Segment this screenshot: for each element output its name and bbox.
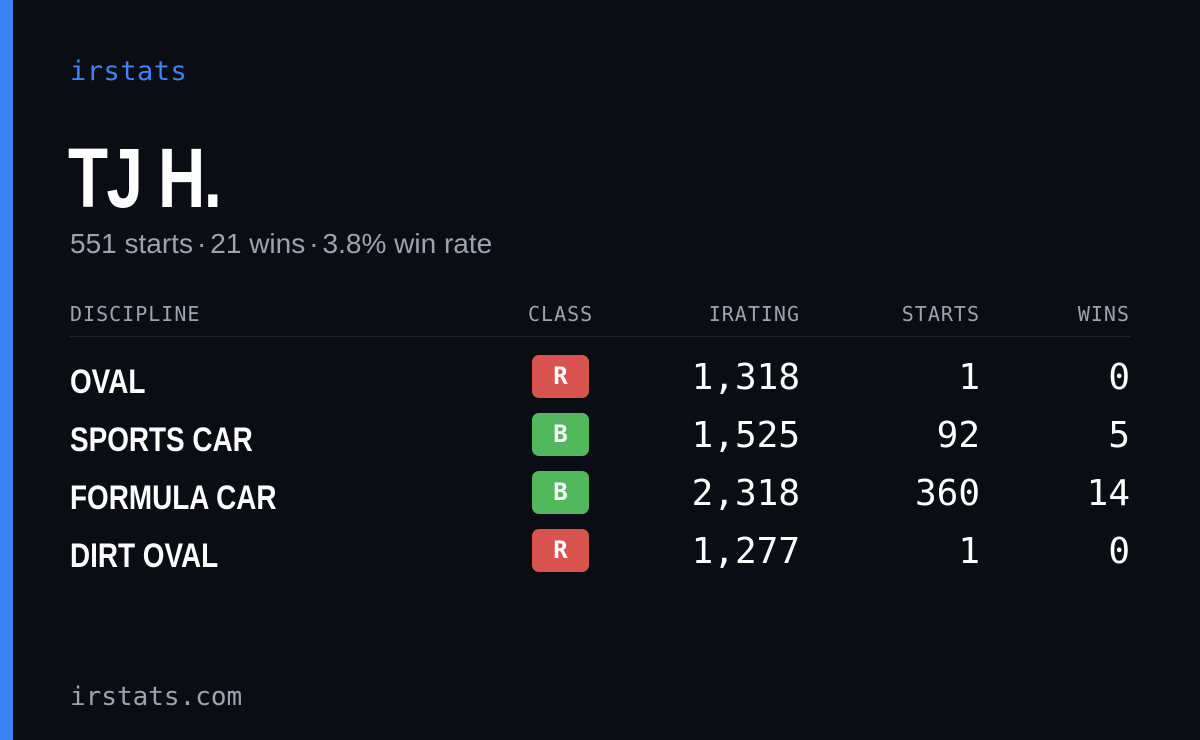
summary-win-rate: 3.8% win rate — [322, 228, 493, 259]
table-row: OVAL R 1,318 1 0 — [70, 353, 1130, 411]
summary-separator: · — [309, 228, 319, 259]
header-wins: WINS — [1077, 302, 1130, 326]
summary-starts: 551 starts — [70, 228, 193, 259]
irating-value: 1,525 — [691, 415, 800, 456]
summary-separator: · — [196, 228, 207, 259]
wins-value: 5 — [1108, 415, 1130, 456]
driver-summary: 551 starts · 21 wins · 3.8% win rate — [70, 228, 492, 260]
header-starts: STARTS — [901, 302, 980, 326]
irating-value: 1,318 — [691, 357, 800, 398]
irating-value: 2,318 — [691, 473, 800, 514]
table-row: DIRT OVAL R 1,277 1 0 — [70, 527, 1130, 585]
table-row: SPORTS CAR B 1,525 92 5 — [70, 411, 1130, 469]
footer-url: irstats.com — [70, 682, 243, 712]
discipline-name: FORMULA CAR — [70, 479, 277, 517]
discipline-name: SPORTS CAR — [70, 421, 253, 459]
accent-bar — [0, 0, 13, 740]
wins-value: 0 — [1108, 531, 1130, 572]
irating-value: 1,277 — [691, 531, 800, 572]
license-class-badge: R — [532, 355, 589, 398]
header-discipline: DISCIPLINE — [70, 302, 201, 326]
discipline-table: DISCIPLINE CLASS IRATING STARTS WINS OVA… — [70, 296, 1130, 585]
license-class-badge: B — [532, 471, 589, 514]
starts-value: 1 — [958, 357, 980, 398]
license-class-badge: R — [532, 529, 589, 572]
table-body: OVAL R 1,318 1 0 SPORTS CAR B 1,525 92 5… — [70, 337, 1130, 585]
wins-value: 0 — [1108, 357, 1130, 398]
summary-wins: 21 wins — [210, 228, 306, 259]
table-header: DISCIPLINE CLASS IRATING STARTS WINS — [70, 296, 1130, 337]
header-class: CLASS — [528, 302, 594, 326]
wins-value: 14 — [1086, 473, 1130, 514]
starts-value: 360 — [914, 473, 980, 514]
starts-value: 1 — [958, 531, 980, 572]
discipline-name: DIRT OVAL — [70, 537, 219, 575]
driver-name: TJ H. — [68, 131, 222, 225]
license-class-badge: B — [532, 413, 589, 456]
header-irating: IRATING — [708, 302, 800, 326]
starts-value: 92 — [936, 415, 980, 456]
brand-logo-text: irstats — [70, 56, 188, 87]
table-row: FORMULA CAR B 2,318 360 14 — [70, 469, 1130, 527]
discipline-name: OVAL — [70, 363, 146, 401]
